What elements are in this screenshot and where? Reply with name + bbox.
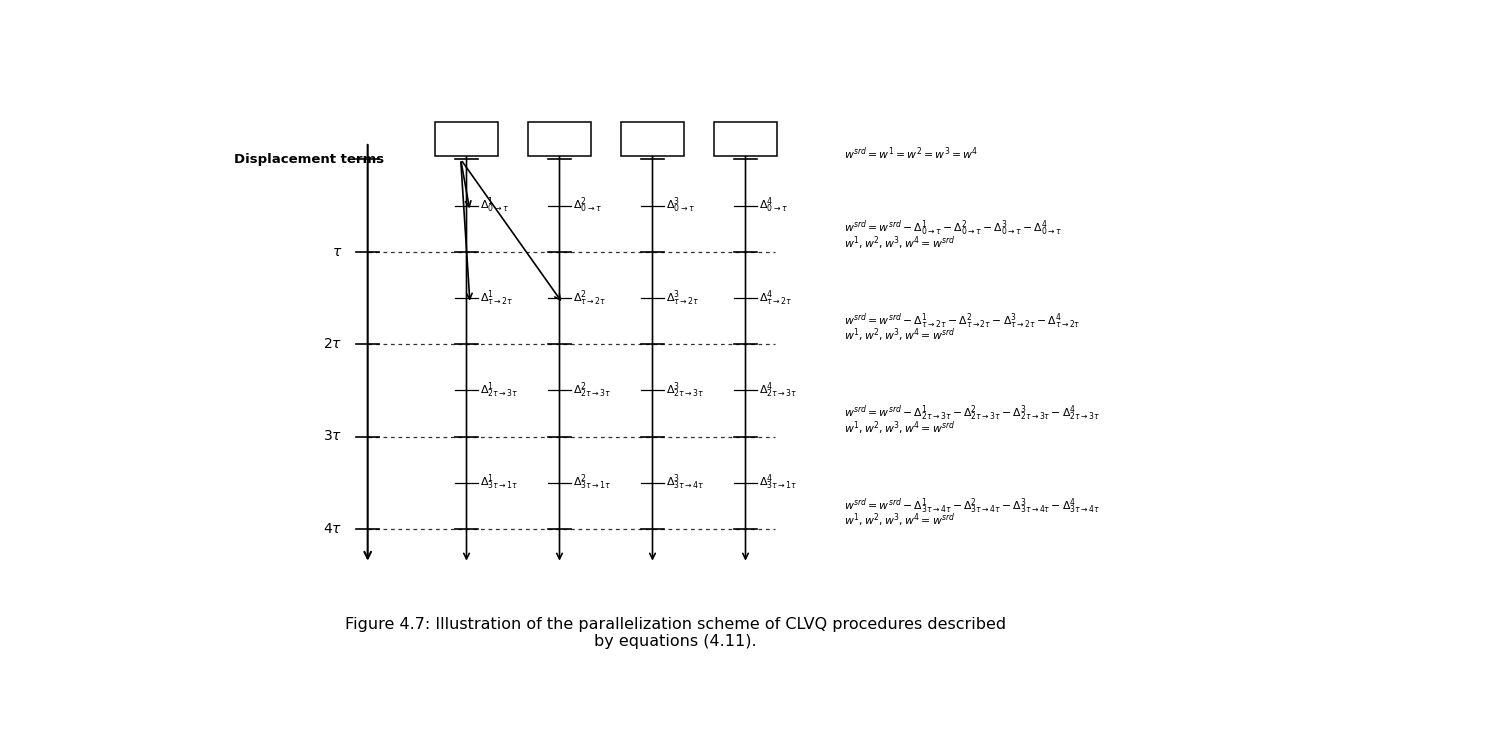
Text: $3\tau$: $3\tau$ xyxy=(322,430,342,443)
Text: $w^2$: $w^2$ xyxy=(550,130,568,149)
Text: $w^1$: $w^1$ xyxy=(458,130,476,149)
FancyBboxPatch shape xyxy=(435,122,498,156)
Text: Displacement terms: Displacement terms xyxy=(234,153,384,166)
Text: $w^{srd}= w^{srd} - \Delta^1_{\tau\to 2\tau} - \Delta^2_{\tau\to 2\tau} - \Delta: $w^{srd}= w^{srd} - \Delta^1_{\tau\to 2\… xyxy=(844,311,1082,331)
Text: $w^3$: $w^3$ xyxy=(644,130,662,149)
Text: $w^1, w^2, w^3, w^4 = w^{srd}$: $w^1, w^2, w^3, w^4 = w^{srd}$ xyxy=(844,512,956,529)
Text: $\Delta^1_{\tau\to 2\tau}$: $\Delta^1_{\tau\to 2\tau}$ xyxy=(480,288,514,308)
Text: $\Delta^3_{2\tau\to 3\tau}$: $\Delta^3_{2\tau\to 3\tau}$ xyxy=(666,380,705,400)
Text: $w^{srd} = w^{srd} - \Delta^1_{0\to\tau} - \Delta^2_{0\to\tau} - \Delta^3_{0\to\: $w^{srd} = w^{srd} - \Delta^1_{0\to\tau}… xyxy=(844,219,1062,239)
Text: $\Delta^3_{\tau\to 2\tau}$: $\Delta^3_{\tau\to 2\tau}$ xyxy=(666,288,700,308)
Text: $2\tau$: $2\tau$ xyxy=(322,337,342,351)
Text: $\Delta^3_{0\to\tau}$: $\Delta^3_{0\to\tau}$ xyxy=(666,196,696,215)
Text: $\Delta^2_{0\to\tau}$: $\Delta^2_{0\to\tau}$ xyxy=(573,196,603,215)
Text: $\Delta^3_{3\tau\to 4\tau}$: $\Delta^3_{3\tau\to 4\tau}$ xyxy=(666,473,705,493)
Text: $\Delta^1_{2\tau\to 3\tau}$: $\Delta^1_{2\tau\to 3\tau}$ xyxy=(480,380,519,400)
Text: $w^1, w^2, w^3, w^4 = w^{srd}$: $w^1, w^2, w^3, w^4 = w^{srd}$ xyxy=(844,327,956,344)
FancyBboxPatch shape xyxy=(621,122,684,156)
Text: $w^{srd} = w^{srd} - \Delta^1_{3\tau\to 4\tau} - \Delta^2_{3\tau\to 4\tau} - \De: $w^{srd} = w^{srd} - \Delta^1_{3\tau\to … xyxy=(844,496,1100,515)
Text: $w^1, w^2, w^3, w^4 = w^{srd}$: $w^1, w^2, w^3, w^4 = w^{srd}$ xyxy=(844,234,956,252)
Text: $\Delta^2_{3\tau\to 1\tau}$: $\Delta^2_{3\tau\to 1\tau}$ xyxy=(573,473,612,493)
Text: $\tau$: $\tau$ xyxy=(332,244,342,259)
FancyBboxPatch shape xyxy=(714,122,777,156)
Text: $w^{srd} = w^1 = w^2 = w^3 = w^4$: $w^{srd} = w^1 = w^2 = w^3 = w^4$ xyxy=(844,146,978,162)
FancyBboxPatch shape xyxy=(528,122,591,156)
Text: $\Delta^2_{\tau\to 2\tau}$: $\Delta^2_{\tau\to 2\tau}$ xyxy=(573,288,608,308)
Text: $\Delta^1_{3\tau\to 1\tau}$: $\Delta^1_{3\tau\to 1\tau}$ xyxy=(480,473,519,493)
Text: $\Delta^4_{\tau\to 2\tau}$: $\Delta^4_{\tau\to 2\tau}$ xyxy=(759,288,794,308)
Text: Figure 4.7: Illustration of the parallelization scheme of CLVQ procedures descri: Figure 4.7: Illustration of the parallel… xyxy=(345,616,1007,632)
Text: $\Delta^4_{3\tau\to 1\tau}$: $\Delta^4_{3\tau\to 1\tau}$ xyxy=(759,473,798,493)
Text: by equations (4.11).: by equations (4.11). xyxy=(594,634,758,649)
Text: $w^4$: $w^4$ xyxy=(735,130,756,149)
Text: $\Delta^4_{0\to\tau}$: $\Delta^4_{0\to\tau}$ xyxy=(759,196,789,215)
Text: $\Delta^2_{2\tau\to 3\tau}$: $\Delta^2_{2\tau\to 3\tau}$ xyxy=(573,380,612,400)
Text: $4\tau$: $4\tau$ xyxy=(322,522,342,536)
Text: $w^{srd} = w^{srd} - \Delta^1_{2\tau\to 3\tau} - \Delta^2_{2\tau\to 3\tau} - \De: $w^{srd} = w^{srd} - \Delta^1_{2\tau\to … xyxy=(844,404,1100,423)
Text: $\Delta^4_{2\tau\to 3\tau}$: $\Delta^4_{2\tau\to 3\tau}$ xyxy=(759,380,798,400)
Text: $w^1, w^2, w^3, w^4 = w^{srd}$: $w^1, w^2, w^3, w^4 = w^{srd}$ xyxy=(844,419,956,436)
Text: $\Delta^1_{0\to\tau}$: $\Delta^1_{0\to\tau}$ xyxy=(480,196,510,215)
